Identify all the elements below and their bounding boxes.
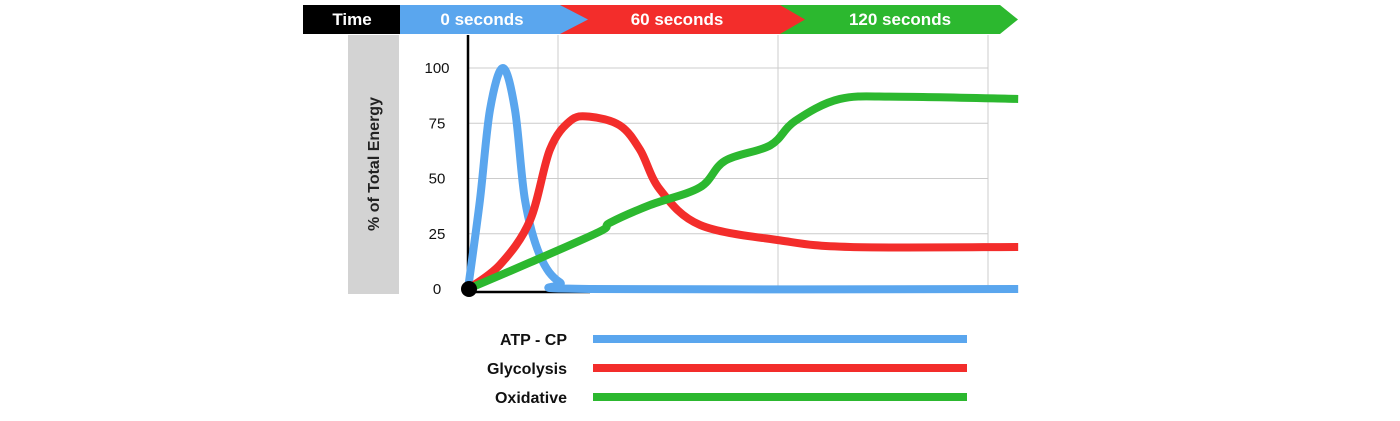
header-segment-blue: [400, 5, 588, 34]
header-segment-red: [560, 5, 805, 34]
y-tick-label: 50: [429, 171, 446, 188]
y-axis-label: % of Total Energy: [366, 97, 383, 231]
header-segment-label: 60 seconds: [631, 10, 724, 29]
y-axis-label-box: [348, 35, 399, 294]
y-tick-label: 75: [429, 115, 446, 132]
header-time-label: Time: [332, 10, 371, 29]
y-tick-label: 25: [429, 226, 446, 243]
series-lines: [464, 64, 1019, 294]
series-line-glycolysis: [465, 112, 1019, 293]
header-segment-green: [780, 5, 1018, 34]
legend-label: Glycolysis: [487, 361, 567, 378]
legend-label: Oxidative: [495, 390, 567, 407]
grid: [468, 35, 989, 292]
y-tick-label: 0: [433, 281, 441, 298]
header-segment-label: 0 seconds: [440, 10, 523, 29]
y-ticks: 0 25 50 75 100: [424, 60, 449, 298]
series-line-oxidative: [466, 92, 1019, 293]
series-line-atp-cp: [464, 64, 1019, 294]
y-tick-label: 100: [424, 60, 449, 77]
legend-label: ATP - CP: [500, 332, 567, 349]
legend: ATP - CP Glycolysis Oxidative: [487, 332, 967, 407]
origin-point: [461, 281, 477, 297]
header-segment-label: 120 seconds: [849, 10, 951, 29]
header-time-box: [303, 5, 401, 34]
